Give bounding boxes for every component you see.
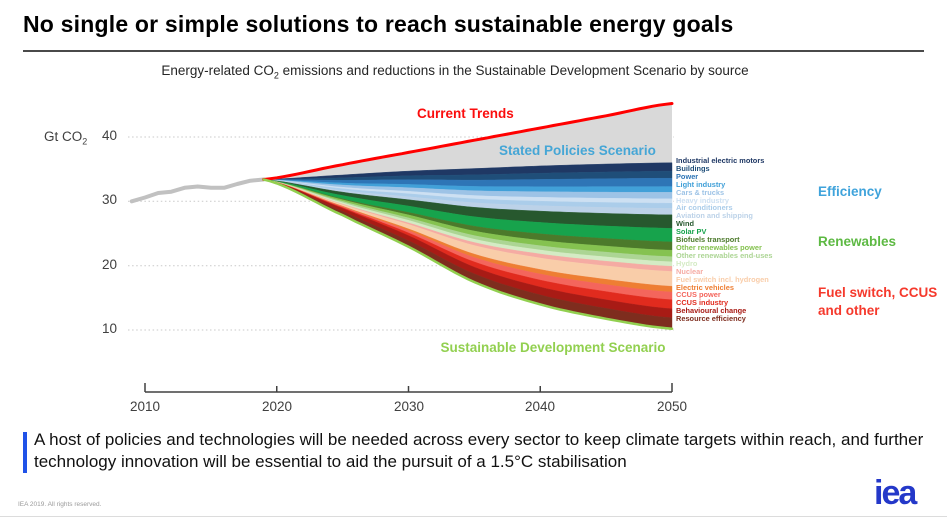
- band-label-aviation-and-shipping: Aviation and shipping: [676, 212, 818, 220]
- footer-statement: A host of policies and technologies will…: [34, 429, 924, 473]
- group-label-efficiency: Efficiency: [818, 183, 946, 201]
- x-tick-2040: 2040: [514, 399, 566, 414]
- sustainable-development-label: Sustainable Development Scenario: [430, 340, 676, 355]
- historical-emissions-line: [132, 180, 264, 202]
- copyright-note: IEA 2019. All rights reserved.: [18, 501, 101, 508]
- slide: No single or simple solutions to reach s…: [0, 0, 947, 524]
- band-label-list: Industrial electric motorsBuildingsPower…: [676, 157, 818, 323]
- footer-line-1: A host of policies and technologies will…: [34, 430, 836, 449]
- iea-logo: iea: [874, 474, 915, 513]
- x-tick-2030: 2030: [383, 399, 435, 414]
- y-tick-20: 20: [87, 257, 117, 272]
- y-tick-30: 30: [87, 192, 117, 207]
- x-tick-2050: 2050: [646, 399, 698, 414]
- subtitle-post: emissions and reductions in the Sustaina…: [279, 63, 749, 78]
- bottom-divider: [0, 516, 947, 517]
- current-trends-label: Current Trends: [417, 106, 514, 121]
- stated-policies-label: Stated Policies Scenario: [499, 143, 656, 158]
- y-tick-10: 10: [87, 321, 117, 336]
- chart-subtitle: Energy-related CO2 emissions and reducti…: [0, 63, 910, 81]
- subtitle-pre: Energy-related CO: [161, 63, 274, 78]
- x-tick-2020: 2020: [251, 399, 303, 414]
- band-label-resource-efficiency: Resource efficiency: [676, 315, 818, 323]
- y-axis-unit-label: Gt CO2: [44, 129, 87, 147]
- group-label-renewables: Renewables: [818, 233, 946, 251]
- title-underline: [23, 50, 924, 52]
- band-label-other-renewables-end-uses: Other renewables end-uses: [676, 252, 818, 260]
- page-title: No single or simple solutions to reach s…: [23, 11, 923, 38]
- x-tick-2010: 2010: [119, 399, 171, 414]
- y-tick-40: 40: [87, 128, 117, 143]
- group-label-fuel-switch-ccus: Fuel switch, CCUS and other: [818, 284, 946, 320]
- footer-accent-bar: [23, 432, 27, 473]
